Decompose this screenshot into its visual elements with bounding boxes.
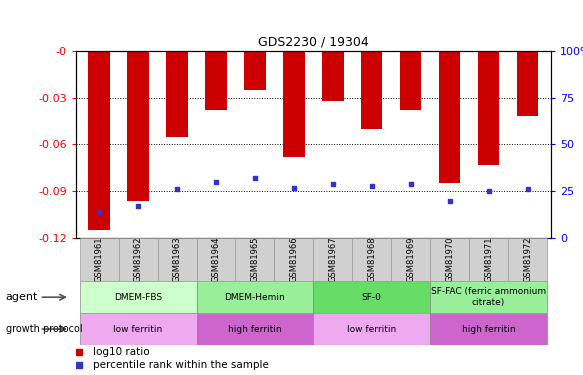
Bar [196, 313, 314, 345]
Point [445, 198, 454, 204]
Point [74, 350, 83, 355]
Bar [196, 281, 314, 313]
Text: GSM81967: GSM81967 [328, 237, 338, 282]
Bar [80, 238, 118, 281]
Text: agent: agent [6, 292, 38, 302]
Point [289, 184, 298, 190]
Point [484, 188, 493, 194]
Text: SF-0: SF-0 [362, 292, 382, 302]
Bar [361, 51, 382, 129]
Point [250, 175, 259, 181]
Point [94, 209, 104, 215]
Point [328, 181, 338, 187]
Text: DMEM-FBS: DMEM-FBS [114, 292, 162, 302]
Text: DMEM-Hemin: DMEM-Hemin [224, 292, 285, 302]
Bar [196, 238, 236, 281]
Text: GSM81972: GSM81972 [523, 237, 532, 282]
Text: GSM81971: GSM81971 [484, 237, 493, 282]
Bar [439, 51, 461, 183]
Bar [314, 238, 352, 281]
Text: high ferritin: high ferritin [462, 324, 515, 334]
Point [406, 181, 416, 187]
Text: GSM81962: GSM81962 [134, 237, 143, 282]
Point [367, 183, 377, 189]
Bar [391, 238, 430, 281]
Bar [166, 51, 188, 136]
Bar [517, 51, 538, 116]
Bar [352, 238, 391, 281]
Bar [244, 51, 266, 90]
Bar [275, 238, 314, 281]
Title: GDS2230 / 19304: GDS2230 / 19304 [258, 35, 368, 48]
Bar [89, 51, 110, 230]
Text: GSM81964: GSM81964 [212, 237, 220, 282]
Point [134, 203, 143, 209]
Bar [283, 51, 304, 157]
Text: percentile rank within the sample: percentile rank within the sample [93, 360, 269, 370]
Bar [430, 281, 547, 313]
Bar [236, 238, 275, 281]
Text: GSM81965: GSM81965 [251, 237, 259, 282]
Point [523, 186, 532, 192]
Text: log10 ratio: log10 ratio [93, 347, 149, 357]
Bar [80, 281, 196, 313]
Bar [205, 51, 227, 110]
Bar [430, 313, 547, 345]
Text: GSM81966: GSM81966 [289, 237, 298, 282]
Bar [400, 51, 422, 110]
Bar [478, 51, 499, 165]
Text: GSM81969: GSM81969 [406, 237, 415, 282]
Text: low ferritin: low ferritin [347, 324, 396, 334]
Point [173, 186, 182, 192]
Text: growth protocol: growth protocol [6, 324, 82, 334]
Point [74, 363, 83, 369]
Text: GSM81963: GSM81963 [173, 237, 181, 282]
Bar [314, 281, 430, 313]
Bar [508, 238, 547, 281]
Text: GSM81968: GSM81968 [367, 237, 376, 282]
Text: SF-FAC (ferric ammonium
citrate): SF-FAC (ferric ammonium citrate) [431, 288, 546, 307]
Bar [80, 313, 196, 345]
Bar [430, 238, 469, 281]
Text: GSM81961: GSM81961 [94, 237, 104, 282]
Bar [128, 51, 149, 201]
Bar [157, 238, 196, 281]
Bar [469, 238, 508, 281]
Point [211, 179, 220, 185]
Text: high ferritin: high ferritin [228, 324, 282, 334]
Text: GSM81970: GSM81970 [445, 237, 454, 282]
Bar [322, 51, 343, 100]
Bar [118, 238, 157, 281]
Text: low ferritin: low ferritin [114, 324, 163, 334]
Bar [314, 313, 430, 345]
